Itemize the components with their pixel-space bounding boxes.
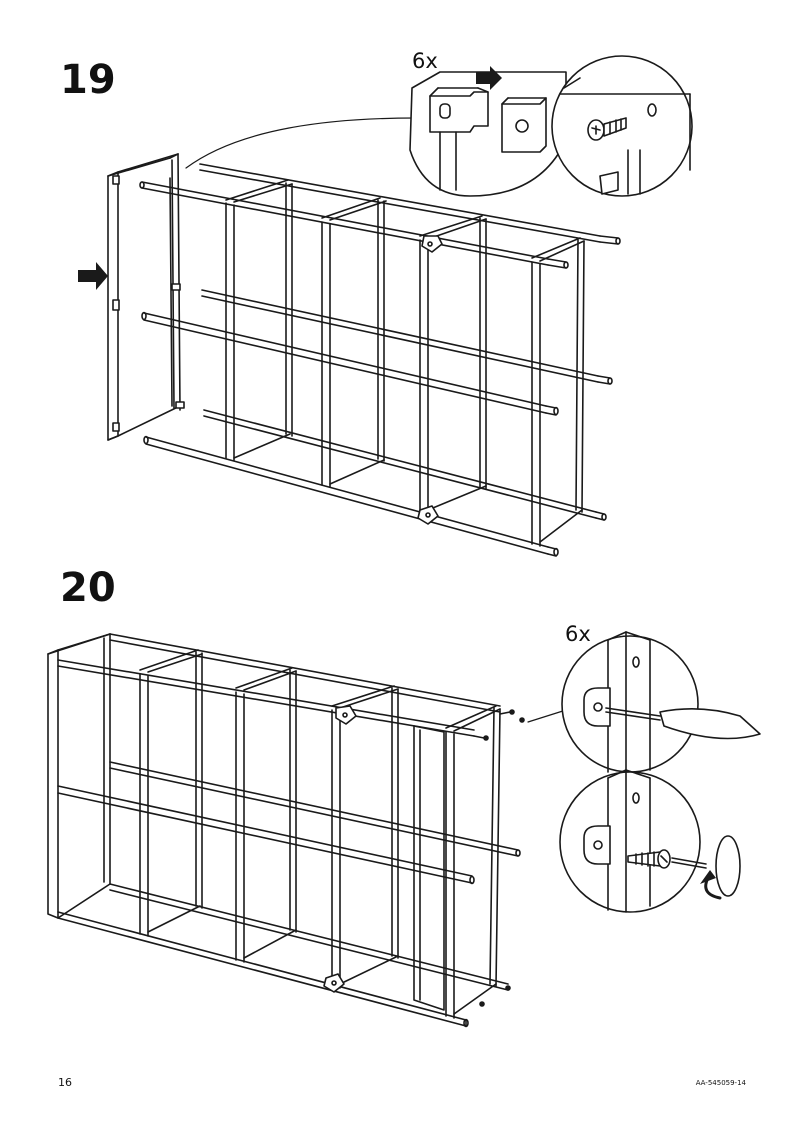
frame-posts-front bbox=[226, 203, 540, 546]
side-end-frame bbox=[108, 154, 182, 440]
document-id: AA-545059-14 bbox=[695, 1079, 746, 1087]
detail-tighten-circle bbox=[562, 632, 760, 776]
step-19-number: 19 bbox=[60, 57, 116, 103]
step-20-number: 20 bbox=[60, 565, 116, 611]
detail-screw-circle bbox=[560, 770, 740, 912]
push-arrow-icon bbox=[78, 262, 108, 290]
screw-icon bbox=[628, 850, 670, 868]
frame-depth-bars bbox=[226, 180, 584, 542]
step-20-quantity: 6x bbox=[565, 622, 591, 646]
assembled-frame bbox=[48, 634, 524, 1027]
detail-connector-insertion bbox=[410, 66, 566, 196]
rotate-clockwise-icon bbox=[700, 870, 720, 898]
screwdriver-icon bbox=[606, 708, 760, 739]
screwdriver-icon bbox=[672, 836, 740, 896]
detail-screw-circle bbox=[552, 56, 692, 196]
connector-bracket-icon bbox=[172, 236, 442, 524]
screw-icon bbox=[588, 118, 626, 140]
page-number: 16 bbox=[58, 1076, 72, 1089]
step-19-quantity: 6x bbox=[412, 49, 438, 73]
frame-posts-back bbox=[170, 178, 584, 512]
